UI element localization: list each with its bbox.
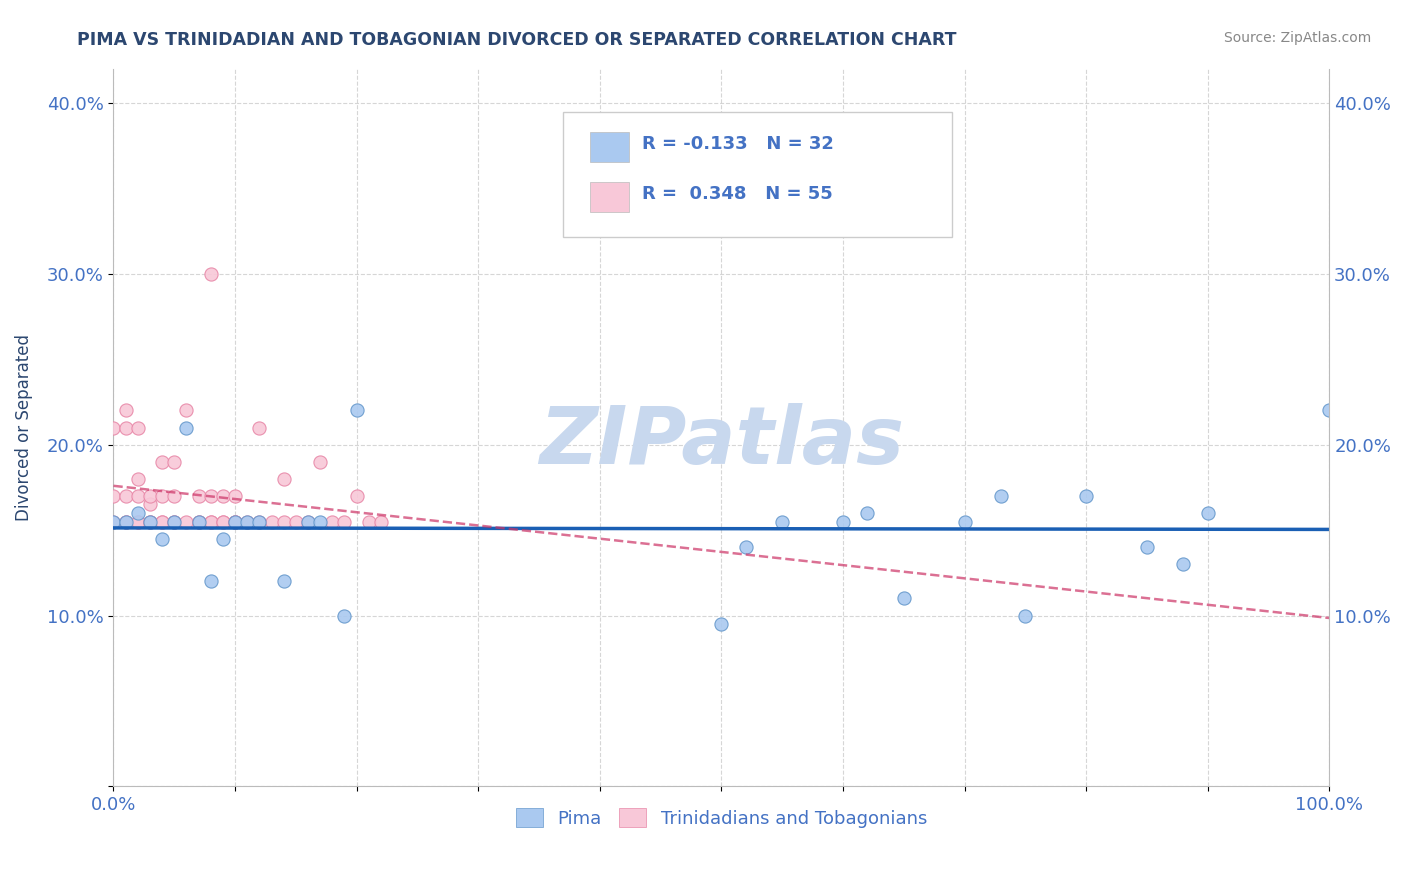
Point — [139, 515, 162, 529]
Text: Source: ZipAtlas.com: Source: ZipAtlas.com — [1223, 31, 1371, 45]
Point — [103, 489, 125, 503]
Point — [176, 420, 198, 434]
Point — [770, 515, 793, 529]
Point — [127, 420, 149, 434]
Point — [127, 489, 149, 503]
Point — [832, 515, 855, 529]
Point — [139, 489, 162, 503]
Point — [1173, 558, 1195, 572]
Point — [200, 574, 222, 589]
Point — [187, 515, 209, 529]
Text: R = -0.133   N = 32: R = -0.133 N = 32 — [643, 135, 834, 153]
Point — [163, 455, 186, 469]
Point — [187, 515, 209, 529]
Point — [114, 515, 136, 529]
Point — [200, 267, 222, 281]
Y-axis label: Divorced or Separated: Divorced or Separated — [15, 334, 32, 521]
Point — [103, 420, 125, 434]
Point — [114, 403, 136, 417]
Point — [114, 489, 136, 503]
Point — [247, 515, 270, 529]
Text: ZIPatlas: ZIPatlas — [538, 403, 904, 481]
Point — [187, 515, 209, 529]
Point — [333, 608, 356, 623]
Point — [710, 617, 733, 632]
Point — [163, 515, 186, 529]
Point — [346, 403, 368, 417]
Point — [990, 489, 1012, 503]
Point — [1014, 608, 1036, 623]
Point — [103, 515, 125, 529]
Point — [321, 515, 343, 529]
Point — [953, 515, 976, 529]
Text: R =  0.348   N = 55: R = 0.348 N = 55 — [643, 186, 834, 203]
Point — [127, 472, 149, 486]
Point — [309, 455, 332, 469]
Point — [150, 515, 173, 529]
Point — [297, 515, 319, 529]
Point — [127, 515, 149, 529]
Point — [284, 515, 307, 529]
Text: PIMA VS TRINIDADIAN AND TOBAGONIAN DIVORCED OR SEPARATED CORRELATION CHART: PIMA VS TRINIDADIAN AND TOBAGONIAN DIVOR… — [77, 31, 957, 49]
Point — [163, 489, 186, 503]
Point — [127, 515, 149, 529]
Point — [893, 591, 915, 606]
Point — [1136, 540, 1159, 554]
Point — [200, 489, 222, 503]
Point — [247, 420, 270, 434]
Point — [1074, 489, 1097, 503]
Point — [212, 532, 235, 546]
Point — [370, 515, 392, 529]
Point — [297, 515, 319, 529]
Point — [150, 515, 173, 529]
Point — [224, 515, 246, 529]
Point — [734, 540, 756, 554]
Point — [212, 515, 235, 529]
Point — [139, 515, 162, 529]
Point — [127, 506, 149, 520]
Point — [247, 515, 270, 529]
Point — [856, 506, 879, 520]
Point — [357, 515, 380, 529]
Point — [163, 515, 186, 529]
Point — [200, 515, 222, 529]
FancyBboxPatch shape — [564, 112, 952, 237]
Point — [103, 515, 125, 529]
Point — [273, 515, 295, 529]
Point — [212, 515, 235, 529]
Point — [346, 489, 368, 503]
Point — [333, 515, 356, 529]
Point — [176, 403, 198, 417]
Point — [224, 515, 246, 529]
Point — [150, 532, 173, 546]
Point — [139, 497, 162, 511]
Bar — [591, 182, 628, 212]
Point — [200, 515, 222, 529]
Point — [309, 515, 332, 529]
Bar — [591, 132, 628, 161]
Point — [187, 489, 209, 503]
Point — [260, 515, 283, 529]
Point — [163, 515, 186, 529]
Point — [114, 420, 136, 434]
Point — [224, 515, 246, 529]
Point — [1197, 506, 1219, 520]
Point — [150, 489, 173, 503]
Legend: Pima, Trinidadians and Tobagonians: Pima, Trinidadians and Tobagonians — [509, 801, 935, 835]
Point — [176, 515, 198, 529]
Point — [224, 515, 246, 529]
Point — [273, 472, 295, 486]
Point — [212, 489, 235, 503]
Point — [1317, 403, 1340, 417]
Point — [114, 515, 136, 529]
Point — [150, 455, 173, 469]
Point — [236, 515, 259, 529]
Point — [224, 489, 246, 503]
Point — [139, 515, 162, 529]
Point — [273, 574, 295, 589]
Point — [236, 515, 259, 529]
Point — [114, 515, 136, 529]
